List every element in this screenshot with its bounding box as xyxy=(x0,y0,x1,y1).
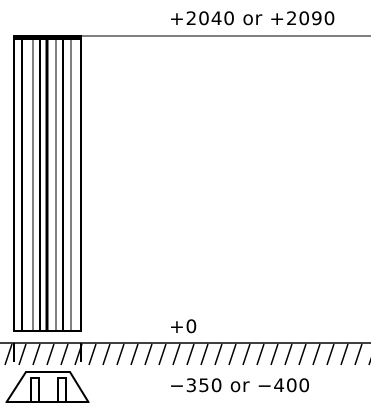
hatch-stroke xyxy=(158,343,167,366)
foundation-elevation-label: −350 or −400 xyxy=(169,375,311,397)
anchor-leg-right xyxy=(57,377,67,403)
hatch-stroke xyxy=(4,343,13,366)
foundation-anchor xyxy=(5,371,90,403)
hatch-stroke xyxy=(60,343,69,366)
hatch-stroke xyxy=(256,343,265,366)
post xyxy=(13,35,82,332)
hatch-stroke xyxy=(284,343,293,366)
hatch-stroke xyxy=(340,343,349,366)
hatch-stroke xyxy=(102,343,111,366)
hatch-stroke xyxy=(46,343,55,366)
hatch-stroke xyxy=(116,343,125,366)
hatch-stroke xyxy=(144,343,153,366)
hatch-stroke xyxy=(368,356,371,366)
hatch-stroke xyxy=(270,343,279,366)
hatch-stroke xyxy=(186,343,195,366)
hatch-stroke xyxy=(354,343,363,366)
post-below-ground xyxy=(13,343,82,362)
hatch-stroke xyxy=(200,343,209,366)
anchor-leg-left xyxy=(30,377,40,403)
hatch-stroke xyxy=(88,343,97,366)
hatch-stroke xyxy=(18,343,27,366)
hatch-stroke xyxy=(214,343,223,366)
hatch-stroke xyxy=(32,343,41,366)
hatch-stroke xyxy=(172,343,181,366)
hatch-stroke xyxy=(298,343,307,366)
hatch-stroke xyxy=(242,343,251,366)
anchor-frame xyxy=(5,371,90,403)
top-elevation-label: +2040 or +2090 xyxy=(169,8,337,30)
hatch-stroke xyxy=(228,343,237,366)
ground-hatching xyxy=(4,343,371,366)
hatch-stroke xyxy=(326,343,335,366)
hatch-stroke xyxy=(312,343,321,366)
hatch-stroke xyxy=(130,343,139,366)
ground-elevation-label: +0 xyxy=(169,316,199,338)
